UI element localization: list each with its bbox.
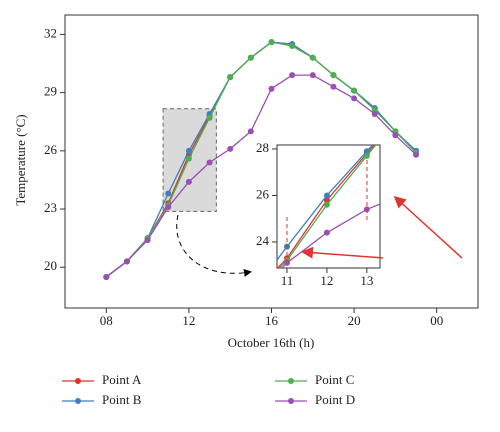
data-point — [289, 72, 296, 79]
x-tick-label: 12 — [320, 273, 333, 288]
x-tick-label: 11 — [281, 273, 294, 288]
x-tick-label: 20 — [348, 313, 361, 328]
legend: Point A Point B Point C Point D — [62, 372, 355, 407]
y-axis-label: Temperature (°C) — [13, 114, 28, 205]
data-point — [268, 85, 275, 92]
x-tick-label: 16 — [265, 313, 279, 328]
legend-label: Point C — [315, 372, 354, 387]
data-point — [103, 273, 110, 280]
series-line — [105, 41, 417, 278]
y-tick-label: 29 — [44, 84, 57, 99]
series-line — [105, 74, 417, 278]
data-point — [289, 43, 296, 50]
data-point — [185, 178, 192, 185]
data-point — [123, 258, 130, 265]
data-point — [185, 147, 192, 154]
data-point — [247, 54, 254, 61]
data-point — [323, 197, 330, 204]
y-tick-label: 23 — [44, 200, 57, 215]
data-point — [309, 54, 316, 61]
x-tick-label: 08 — [100, 313, 113, 328]
x-tick-label: 13 — [360, 273, 373, 288]
data-point — [185, 155, 192, 162]
data-point — [165, 204, 172, 211]
data-point — [227, 145, 234, 152]
annotation-arrow — [393, 195, 463, 259]
y-tick-label: 28 — [256, 140, 269, 155]
legend-marker — [75, 398, 81, 404]
data-point — [283, 259, 290, 266]
data-point — [351, 95, 358, 102]
y-tick-label: 20 — [44, 258, 57, 273]
data-point — [165, 190, 172, 197]
y-tick-label: 26 — [44, 142, 58, 157]
data-point — [206, 114, 213, 121]
data-point — [330, 72, 337, 79]
data-point — [363, 148, 370, 155]
data-point — [392, 132, 399, 139]
data-point — [413, 151, 420, 158]
annotation-arrow — [301, 246, 384, 259]
legend-marker — [288, 398, 294, 404]
legend-label: Point B — [102, 392, 142, 407]
x-tick-label: 00 — [430, 313, 443, 328]
y-tick-label: 24 — [256, 233, 270, 248]
y-tick-label: 26 — [256, 186, 270, 201]
data-point — [206, 159, 213, 166]
legend-label: Point A — [102, 372, 142, 387]
x-tick-label: 12 — [182, 313, 195, 328]
data-point — [144, 237, 151, 244]
main-plot: 08 12 16 20 00 20 23 26 29 32 — [44, 25, 443, 328]
legend-label: Point D — [315, 392, 355, 407]
data-point — [363, 152, 370, 159]
series-group — [103, 39, 420, 280]
y-tick-label: 32 — [44, 25, 57, 40]
data-point — [323, 201, 330, 208]
data-point — [268, 39, 275, 46]
x-axis-label: October 16th (h) — [228, 335, 315, 350]
legend-marker — [288, 378, 294, 384]
legend-marker — [75, 378, 81, 384]
data-point — [351, 87, 358, 94]
data-point — [323, 229, 330, 236]
zoom-arrow — [176, 214, 252, 277]
inset-plot: 11 12 13 24 26 28 — [256, 140, 380, 288]
data-point — [309, 72, 316, 79]
data-point — [247, 128, 254, 135]
data-point — [330, 83, 337, 90]
data-point — [227, 74, 234, 81]
data-point — [323, 192, 330, 199]
data-point — [371, 110, 378, 117]
